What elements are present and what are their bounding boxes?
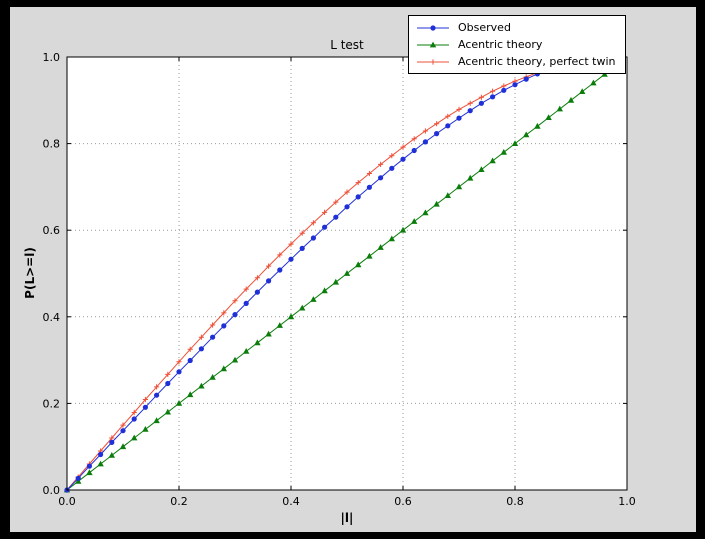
legend-item: Acentric theory	[416, 38, 615, 51]
svg-text:0.4: 0.4	[43, 311, 61, 324]
svg-text:1.0: 1.0	[43, 51, 61, 64]
chart-title: L test	[330, 38, 364, 52]
y-axis-label: P(L>=l)	[23, 247, 37, 299]
series-acentric-theory-perfect-twin	[64, 70, 540, 493]
legend-item: Observed	[416, 21, 615, 34]
svg-text:0.8: 0.8	[506, 495, 524, 508]
svg-text:0.0: 0.0	[58, 495, 76, 508]
series-observed	[64, 66, 552, 493]
legend-label: Acentric theory, perfect twin	[458, 55, 616, 68]
ticks	[66, 56, 628, 491]
legend-item: Acentric theory, perfect twin	[416, 55, 615, 68]
x-tick-labels: 0.0 0.2 0.4 0.6 0.8 1.0	[58, 495, 636, 508]
legend-line-acentric-theory-icon	[416, 39, 450, 51]
figure: 0.0 0.2 0.4 0.6 0.8 1.0 0.0 0.2 0.4 0.6 0.8 1.0 L t…	[10, 7, 696, 532]
svg-text:0.8: 0.8	[43, 138, 61, 151]
series-acentric-theory	[63, 70, 608, 493]
svg-text:1.0: 1.0	[618, 495, 636, 508]
legend: Observed Acentric theory Acentric theory…	[408, 15, 627, 74]
chart-svg: 0.0 0.2 0.4 0.6 0.8 1.0 0.0 0.2 0.4 0.6 0.8 1.0	[43, 51, 636, 508]
legend-line-observed-icon	[416, 22, 450, 34]
svg-text:0.0: 0.0	[43, 484, 61, 497]
svg-text:0.4: 0.4	[282, 495, 300, 508]
svg-text:0.6: 0.6	[43, 224, 61, 237]
svg-text:0.2: 0.2	[170, 495, 188, 508]
legend-line-perfect-twin-icon	[416, 56, 450, 68]
axes-frame	[66, 56, 628, 491]
legend-label: Observed	[458, 21, 511, 34]
y-tick-labels: 0.0 0.2 0.4 0.6 0.8 1.0	[43, 51, 61, 497]
x-axis-label: |l|	[340, 511, 354, 525]
svg-text:0.2: 0.2	[43, 397, 61, 410]
gridlines	[67, 57, 627, 490]
legend-label: Acentric theory	[458, 38, 543, 51]
svg-text:0.6: 0.6	[394, 495, 412, 508]
